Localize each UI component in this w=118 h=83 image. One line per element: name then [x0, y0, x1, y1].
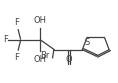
Text: O: O — [65, 55, 72, 63]
Text: F: F — [15, 18, 19, 27]
Text: S: S — [84, 38, 90, 47]
Text: Br: Br — [40, 51, 49, 60]
Text: F: F — [3, 35, 8, 44]
Text: OH: OH — [34, 55, 47, 64]
Text: OH: OH — [34, 16, 47, 25]
Text: F: F — [15, 53, 19, 62]
